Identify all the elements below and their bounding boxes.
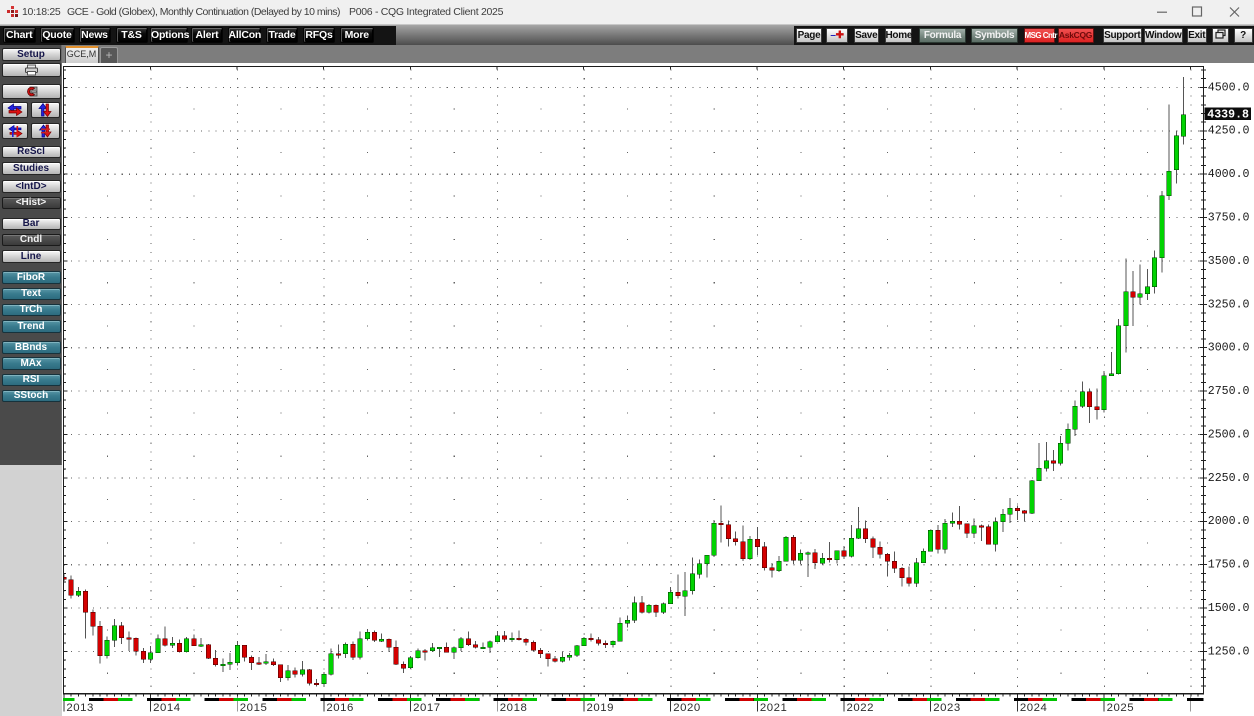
svg-text:2014: 2014	[153, 702, 181, 714]
svg-text:2023: 2023	[933, 702, 961, 714]
svg-text:2021: 2021	[760, 702, 788, 714]
svg-text:2020: 2020	[673, 702, 701, 714]
svg-text:4250.0: 4250.0	[1208, 125, 1250, 138]
svg-text:3500.0: 3500.0	[1208, 255, 1250, 268]
svg-text:2015: 2015	[240, 702, 268, 714]
svg-text:2000.0: 2000.0	[1208, 515, 1250, 528]
svg-text:2022: 2022	[847, 702, 875, 714]
svg-text:1250.0: 1250.0	[1208, 645, 1250, 658]
svg-text:3000.0: 3000.0	[1208, 342, 1250, 355]
svg-text:2017: 2017	[413, 702, 441, 714]
svg-text:2250.0: 2250.0	[1208, 472, 1250, 485]
svg-text:2016: 2016	[326, 702, 354, 714]
svg-text:2025: 2025	[1107, 702, 1135, 714]
svg-text:2024: 2024	[1020, 702, 1048, 714]
svg-text:2500.0: 2500.0	[1208, 428, 1250, 441]
svg-text:2018: 2018	[500, 702, 528, 714]
svg-text:4339.8: 4339.8	[1207, 108, 1249, 121]
svg-text:2019: 2019	[587, 702, 615, 714]
svg-text:4000.0: 4000.0	[1208, 168, 1250, 181]
svg-text:3250.0: 3250.0	[1208, 298, 1250, 311]
svg-text:1750.0: 1750.0	[1208, 559, 1250, 572]
svg-text:2750.0: 2750.0	[1208, 385, 1250, 398]
svg-text:4500.0: 4500.0	[1208, 81, 1250, 94]
svg-text:2013: 2013	[66, 702, 94, 714]
svg-text:1500.0: 1500.0	[1208, 602, 1250, 615]
svg-text:3750.0: 3750.0	[1208, 212, 1250, 225]
